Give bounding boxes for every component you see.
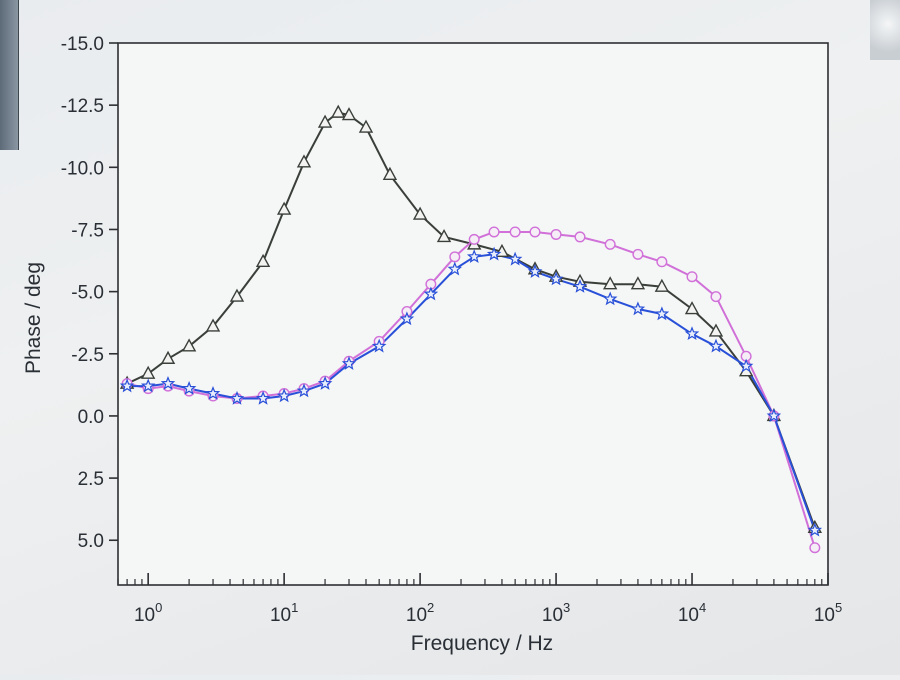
axes-group: -15.0 -12.5 -10.0 -7.5 -5.0 -2.5 0.0 2.5 5.0 100 1…	[61, 34, 843, 626]
data-point-triangle	[436, 228, 452, 243]
data-point-star	[296, 383, 312, 398]
data-point-circle	[509, 226, 521, 238]
data-point-circle	[809, 542, 821, 554]
data-point-circle	[449, 251, 461, 263]
data-point-star	[160, 375, 176, 390]
data-point-triangle	[296, 154, 312, 168]
y-tick-label: -5.0	[71, 283, 104, 304]
data-point-star	[229, 390, 245, 405]
data-point-triangle	[140, 365, 156, 379]
y-tick-label: -7.5	[71, 220, 104, 241]
data-point-star	[255, 390, 271, 405]
data-point-star	[654, 306, 670, 321]
x-axis-label: Frequency / Hz	[411, 632, 553, 655]
data-point-circle	[574, 231, 586, 243]
data-point-star	[447, 261, 463, 276]
x-tick-label: 104	[678, 600, 706, 626]
data-point-circle	[529, 226, 541, 238]
data-point-star	[119, 378, 135, 393]
plot-area	[117, 42, 829, 586]
data-point-star	[205, 385, 221, 400]
data-point-star	[423, 286, 439, 301]
data-point-star	[766, 408, 782, 423]
data-point-star	[341, 356, 357, 370]
data-point-circle	[550, 228, 562, 240]
data-point-star	[371, 338, 387, 353]
data-point-star	[527, 264, 543, 278]
data-point-star	[630, 301, 646, 316]
data-point-star	[140, 378, 156, 393]
y-tick-label: 2.5	[78, 469, 104, 490]
x-tick-label: 103	[542, 600, 570, 626]
data-point-star	[602, 291, 618, 306]
x-tick-label: 101	[270, 600, 298, 626]
y-tick-label: -10.0	[61, 158, 104, 179]
x-tick-label: 100	[134, 600, 162, 626]
data-point-star	[181, 380, 197, 395]
data-point-triangle	[255, 253, 271, 267]
x-tick-label: 102	[406, 600, 434, 626]
window-bezel-left	[0, 0, 19, 150]
data-point-circle	[604, 238, 616, 250]
data-point-star	[399, 311, 415, 326]
window-bezel-right	[870, 0, 900, 60]
data-point-triangle	[160, 350, 176, 364]
data-point-star	[738, 358, 754, 373]
y-tick-label: -2.5	[71, 345, 104, 366]
data-point-triangle	[602, 276, 618, 290]
data-point-triangle	[341, 107, 357, 121]
data-point-triangle	[276, 201, 292, 215]
y-tick-label: -12.5	[61, 96, 104, 117]
x-tick-label: 105	[814, 600, 842, 626]
data-point-circle	[710, 291, 722, 303]
data-point-circle	[656, 256, 668, 268]
data-point-triangle	[382, 166, 398, 180]
data-point-star	[317, 375, 333, 390]
data-point-star	[807, 522, 823, 537]
data-point-triangle	[181, 338, 197, 352]
data-point-star	[486, 246, 502, 261]
y-axis-label: Phase / deg	[22, 262, 45, 374]
y-tick-label: -15.0	[61, 34, 104, 55]
data-point-triangle	[331, 104, 346, 118]
data-point-triangle	[317, 114, 333, 128]
data-point-star	[548, 271, 564, 286]
data-point-triangle	[358, 119, 374, 133]
data-point-triangle	[708, 323, 724, 337]
data-point-triangle	[654, 278, 670, 292]
data-point-star	[466, 249, 482, 264]
y-tick-label: 5.0	[78, 531, 104, 552]
data-point-star	[708, 338, 724, 353]
data-point-triangle	[205, 318, 221, 332]
data-point-triangle	[630, 276, 646, 290]
data-point-circle	[632, 248, 644, 260]
marker-layer	[119, 104, 823, 554]
data-point-star	[276, 388, 292, 403]
data-point-circle	[468, 233, 480, 245]
data-point-triangle	[684, 301, 700, 315]
data-point-circle	[488, 226, 500, 238]
y-tick-label: 0.0	[78, 407, 104, 428]
data-point-star	[572, 279, 588, 293]
data-point-circle	[686, 271, 698, 283]
data-point-triangle	[412, 206, 428, 220]
data-point-star	[507, 251, 523, 266]
data-point-triangle	[229, 288, 245, 302]
data-point-star	[684, 326, 700, 341]
